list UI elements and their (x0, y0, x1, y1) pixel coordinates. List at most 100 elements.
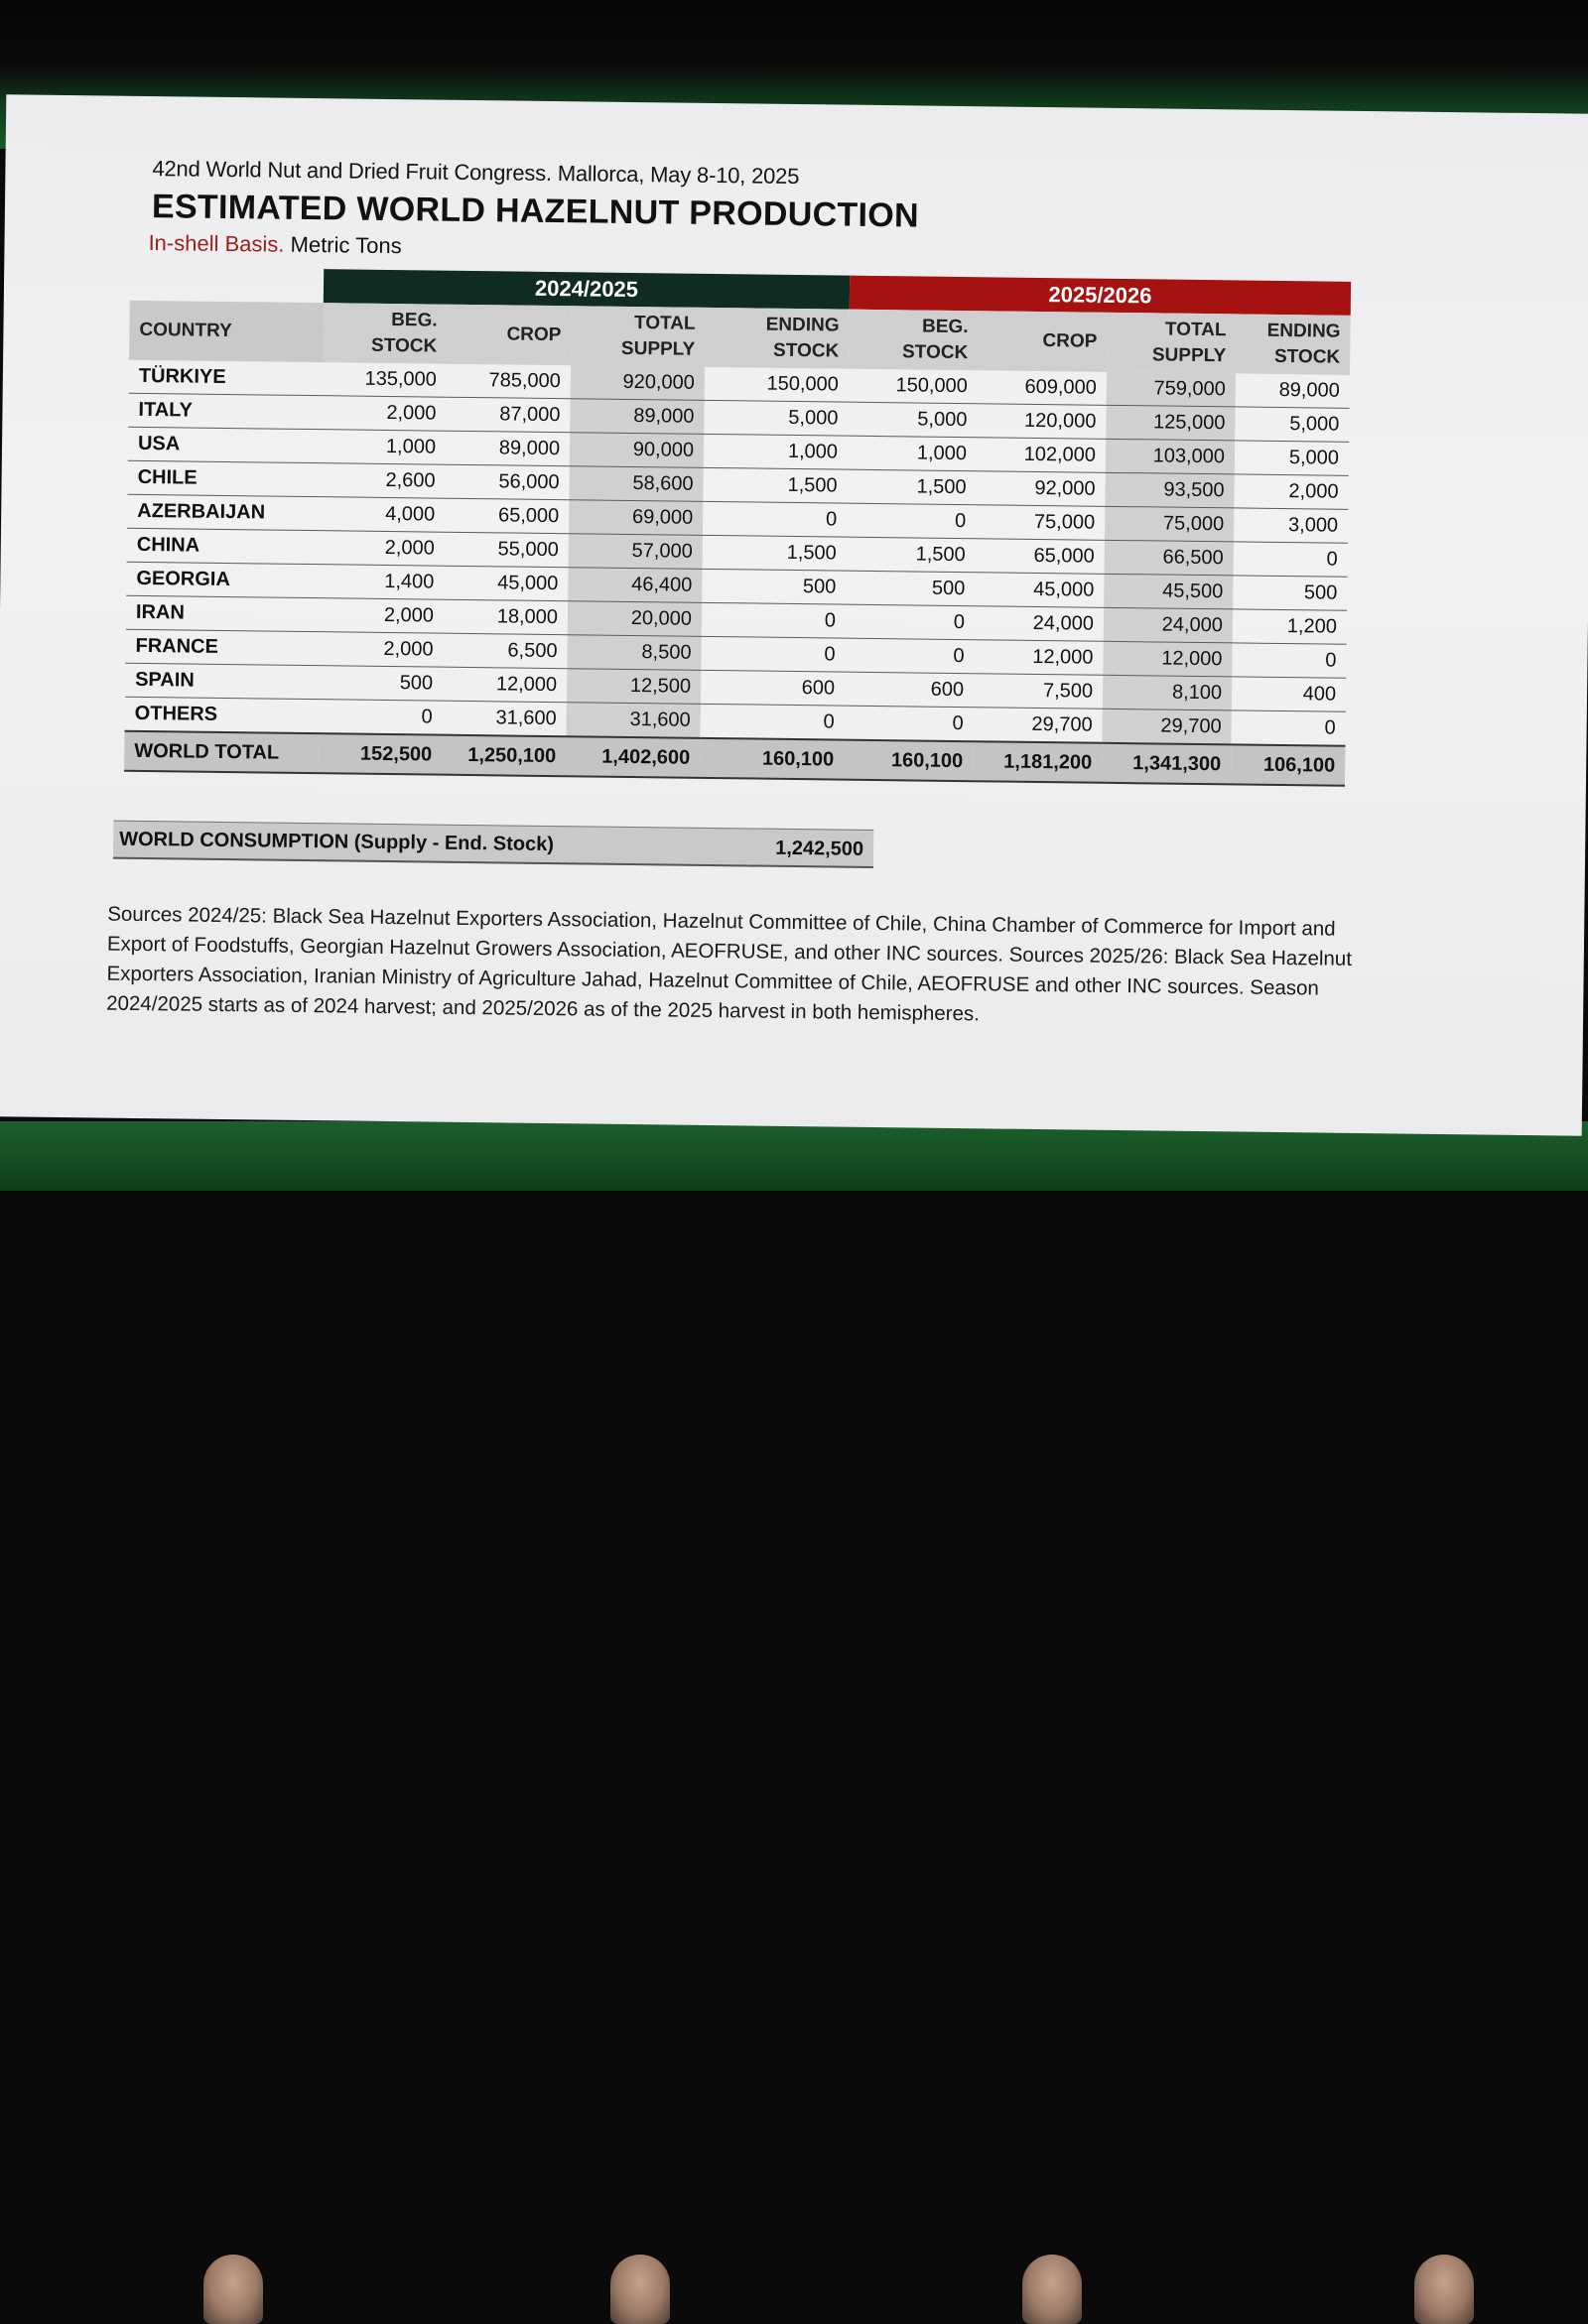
country-cell: CHINA (126, 528, 322, 565)
value-cell: 2,000 (320, 530, 445, 567)
value-cell: 12,000 (974, 639, 1104, 676)
value-cell: 7,500 (973, 673, 1104, 710)
audience-head (1022, 2255, 1082, 2324)
value-cell: 57,000 (568, 533, 703, 570)
column-header-country: COUNTRY (129, 300, 324, 363)
value-cell: 160,100 (699, 737, 845, 780)
value-cell: 87,000 (446, 397, 571, 433)
value-cell: 500 (846, 571, 976, 606)
value-cell: 0 (702, 501, 848, 538)
value-cell: 12,000 (442, 667, 568, 703)
value-cell: 90,000 (569, 432, 705, 468)
value-cell: 2,000 (1234, 473, 1349, 510)
column-header-crop: CROP (978, 311, 1108, 372)
value-cell: 55,000 (444, 532, 569, 568)
world-consumption-bar: WORLD CONSUMPTION (Supply - End. Stock) … (112, 820, 874, 868)
country-cell: AZERBAIJAN (127, 494, 322, 531)
column-header-total-supply: TOTAL SUPPLY (1107, 312, 1237, 374)
value-cell: 600 (844, 672, 975, 708)
value-cell: 58,600 (569, 465, 704, 502)
value-cell: 75,000 (975, 504, 1106, 541)
country-cell: IRAN (125, 595, 321, 632)
value-cell: 65,000 (975, 538, 1105, 575)
congress-line: 42nd World Nut and Dried Fruit Congress.… (152, 156, 800, 190)
value-cell: 89,000 (1235, 373, 1351, 409)
country-cell: USA (127, 427, 323, 463)
value-cell: 120,000 (977, 403, 1107, 440)
presentation-slide: 42nd World Nut and Dried Fruit Congress.… (0, 94, 1588, 1136)
column-header-beg-stock: BEG. STOCK (849, 309, 979, 371)
value-cell: 150,000 (848, 368, 979, 404)
value-cell: 103,000 (1105, 439, 1236, 474)
value-cell: 5,000 (1235, 406, 1350, 443)
value-cell: 56,000 (445, 464, 570, 500)
units-label: Metric Tons (290, 231, 402, 259)
country-cell: ITALY (128, 393, 323, 430)
value-cell: 0 (701, 636, 846, 673)
column-header-ending-stock: ENDING STOCK (705, 307, 850, 369)
value-cell: 609,000 (977, 370, 1108, 406)
slide-subtitle: In-shell Basis. Metric Tons (148, 230, 401, 259)
value-cell: 920,000 (570, 365, 706, 401)
value-cell: 3,000 (1233, 507, 1349, 544)
value-cell: 160,100 (843, 739, 974, 782)
value-cell: 1,500 (702, 535, 847, 572)
world-consumption-value: 1,242,500 (775, 837, 864, 860)
audience-head (610, 2255, 670, 2324)
value-cell: 24,000 (1103, 607, 1234, 643)
country-cell: GEORGIA (126, 562, 321, 598)
column-header-crop: CROP (447, 304, 572, 366)
value-cell: 89,000 (445, 431, 571, 466)
value-cell: 6,500 (443, 633, 568, 669)
value-cell: 0 (846, 503, 977, 539)
column-header-beg-stock: BEG. STOCK (323, 303, 448, 364)
value-cell: 66,500 (1104, 540, 1234, 576)
value-cell: 150,000 (704, 366, 850, 403)
value-cell: 2,000 (319, 597, 445, 634)
value-cell: 1,181,200 (972, 741, 1103, 783)
value-cell: 69,000 (568, 499, 704, 536)
value-cell: 1,341,300 (1101, 742, 1232, 785)
value-cell: 93,500 (1105, 472, 1235, 508)
value-cell: 5,000 (1234, 440, 1350, 476)
value-cell: 152,500 (318, 733, 443, 775)
country-cell: TÜRKIYE (128, 359, 324, 396)
value-cell: 75,000 (1104, 506, 1235, 542)
value-cell: 12,000 (1103, 641, 1233, 677)
value-cell: 12,500 (566, 668, 702, 705)
value-cell: 0 (1232, 642, 1347, 679)
value-cell: 1,200 (1232, 608, 1348, 645)
country-cell: OTHERS (124, 697, 319, 734)
production-table: 2024/2025 2025/2026 COUNTRY BEG. STOCK CR… (124, 267, 1352, 787)
value-cell: 46,400 (568, 567, 703, 603)
value-cell: 29,700 (1102, 709, 1232, 745)
value-cell: 4,000 (321, 496, 446, 533)
column-header-total-supply: TOTAL SUPPLY (571, 306, 706, 367)
value-cell: 500 (702, 569, 847, 605)
column-header-ending-stock: ENDING STOCK (1236, 314, 1351, 375)
value-cell: 45,500 (1104, 574, 1234, 609)
value-cell: 500 (318, 665, 444, 702)
value-cell: 1,500 (703, 467, 848, 504)
value-cell: 45,000 (975, 572, 1105, 608)
value-cell: 0 (845, 604, 976, 640)
header-spacer (130, 267, 324, 303)
value-cell: 18,000 (443, 599, 569, 635)
value-cell: 65,000 (444, 498, 570, 534)
value-cell: 89,000 (570, 398, 705, 435)
value-cell: 125,000 (1106, 405, 1236, 441)
value-cell: 2,000 (319, 631, 444, 668)
country-cell: WORLD TOTAL (124, 730, 319, 774)
value-cell: 0 (845, 638, 975, 674)
value-cell: 1,000 (703, 434, 849, 470)
value-cell: 1,500 (847, 469, 977, 505)
value-cell: 1,402,600 (566, 736, 701, 778)
value-cell: 1,500 (846, 537, 976, 573)
value-cell: 31,600 (566, 702, 701, 738)
value-cell: 500 (1233, 575, 1348, 611)
value-cell: 5,000 (848, 402, 978, 438)
value-cell: 400 (1231, 676, 1347, 712)
value-cell: 92,000 (976, 470, 1106, 507)
audience-head (203, 2255, 263, 2324)
value-cell: 24,000 (974, 605, 1105, 642)
